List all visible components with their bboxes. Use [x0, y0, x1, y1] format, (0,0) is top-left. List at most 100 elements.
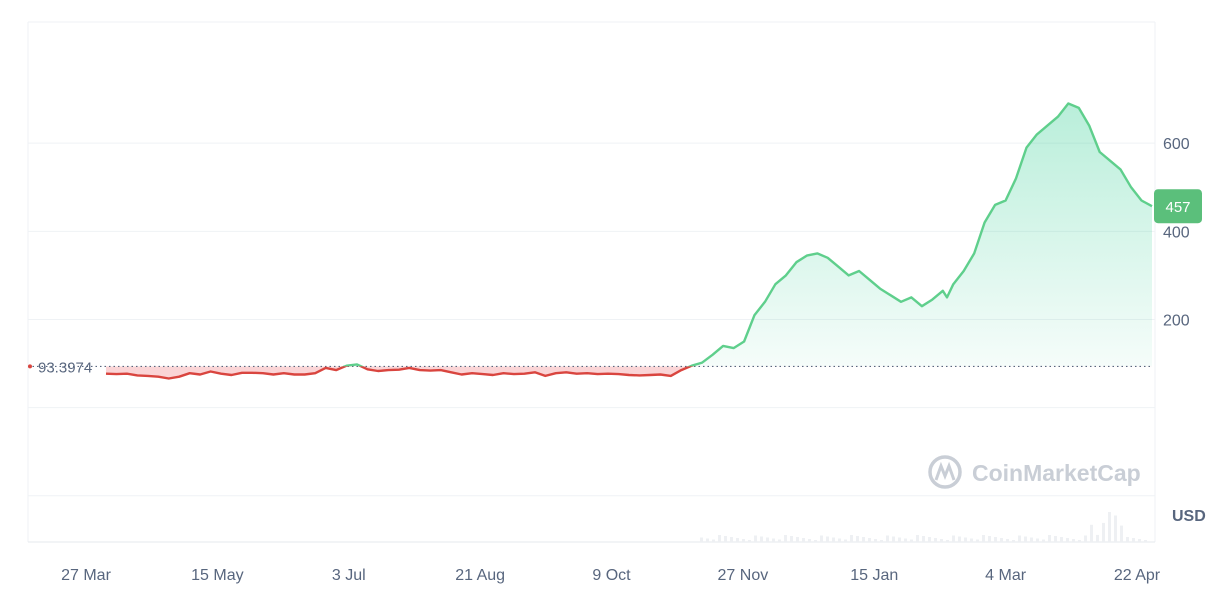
volume-bar	[754, 535, 757, 542]
volume-bar	[958, 536, 961, 542]
volume-bar	[760, 536, 763, 542]
volume-bar	[874, 539, 877, 542]
volume-bar	[1042, 539, 1045, 542]
currency-label: USD	[1172, 508, 1206, 525]
current-price-tag-bg	[1154, 189, 1202, 224]
x-tick-label: 27 Mar	[61, 567, 111, 584]
y-tick-label: 200	[1163, 312, 1190, 329]
volume-bar	[1072, 539, 1075, 542]
volume-bar	[916, 535, 919, 542]
volume-bar	[1114, 515, 1117, 542]
plot-frame	[27, 21, 1156, 543]
volume-bar	[790, 536, 793, 542]
volume-bar	[778, 539, 781, 542]
volume-bar	[766, 537, 769, 542]
volume-bar	[742, 539, 745, 542]
volume-bar	[1024, 536, 1027, 542]
coinmarketcap-logo-mark	[934, 461, 956, 481]
y-tick-label: 400	[1163, 224, 1190, 241]
volume-bar	[748, 540, 751, 542]
x-tick-label: 15 May	[191, 567, 243, 584]
volume-bar	[796, 537, 799, 542]
price-line-up	[341, 102, 1153, 367]
coinmarketcap-logo-icon	[928, 455, 962, 489]
x-tick-label: 21 Aug	[455, 567, 505, 584]
volume-bar	[700, 537, 703, 542]
volume-bar	[1090, 524, 1093, 542]
volume-bar	[784, 535, 787, 542]
volume-bar	[1030, 537, 1033, 542]
volume-bar	[736, 538, 739, 542]
volume-bar	[802, 538, 805, 542]
grid-lines	[28, 142, 1155, 497]
volume-bar	[898, 537, 901, 542]
volume-bars	[700, 512, 1147, 542]
volume-bar	[964, 537, 967, 542]
volume-bar	[1132, 538, 1135, 542]
x-tick-label: 9 Oct	[592, 567, 631, 584]
x-tick-label: 27 Nov	[718, 567, 769, 584]
volume-bar	[1078, 540, 1081, 542]
baseline-label: 93.3974	[38, 359, 92, 376]
volume-bar	[1144, 540, 1147, 542]
volume-bar	[1108, 512, 1111, 542]
volume-bar	[1126, 537, 1129, 542]
volume-bar	[928, 537, 931, 542]
volume-bar	[970, 538, 973, 542]
volume-bar	[940, 539, 943, 542]
volume-bar	[814, 540, 817, 542]
volume-bar	[946, 540, 949, 542]
volume-bar	[730, 537, 733, 542]
volume-bar	[856, 536, 859, 542]
area-fill-above	[106, 103, 1152, 367]
volume-bar	[862, 537, 865, 542]
current-price-tag: 457	[1154, 189, 1202, 224]
volume-bar	[1018, 535, 1021, 542]
volume-bar	[838, 538, 841, 542]
volume-bar	[988, 536, 991, 542]
volume-bar	[922, 536, 925, 542]
volume-bar	[832, 537, 835, 542]
volume-bar	[820, 535, 823, 542]
volume-bar	[976, 539, 979, 542]
x-tick-label: 22 Apr	[1114, 567, 1161, 584]
x-tick-label: 4 Mar	[985, 567, 1027, 584]
x-tick-label: 15 Jan	[850, 567, 898, 584]
volume-bar	[1036, 538, 1039, 542]
y-tick-label: 600	[1163, 136, 1190, 153]
volume-bar	[1138, 539, 1141, 542]
x-axis-labels: 27 Mar 15 May 3 Jul 21 Aug 9 Oct 27 Nov 15 Jan…	[61, 567, 1161, 584]
volume-bar	[886, 535, 889, 542]
volume-bar	[880, 540, 883, 542]
volume-bar	[712, 539, 715, 542]
area-fill-below	[106, 366, 691, 379]
volume-bar	[904, 538, 907, 542]
volume-bar	[952, 535, 955, 542]
watermark-text: CoinMarketCap	[972, 460, 1141, 486]
volume-bar	[910, 539, 913, 542]
volume-bar	[868, 538, 871, 542]
volume-bar	[892, 536, 895, 542]
volume-bar	[1000, 538, 1003, 542]
volume-bar	[826, 536, 829, 542]
volume-bar	[982, 535, 985, 542]
volume-bar	[1012, 540, 1015, 542]
volume-bar	[718, 535, 721, 542]
volume-bar	[850, 535, 853, 542]
volume-bar	[844, 539, 847, 542]
volume-bar	[1066, 538, 1069, 542]
volume-bar	[772, 538, 775, 542]
volume-bar	[706, 538, 709, 542]
volume-bar	[994, 537, 997, 542]
volume-bar	[1048, 535, 1051, 542]
volume-bar	[1120, 525, 1123, 542]
volume-bar	[934, 538, 937, 542]
price-line-down	[105, 366, 694, 380]
volume-bar	[1006, 539, 1009, 542]
volume-bar	[1084, 535, 1087, 542]
volume-bar	[724, 536, 727, 542]
y-axis-labels: 200 400 600	[1163, 136, 1190, 329]
volume-bar	[808, 539, 811, 542]
watermark: CoinMarketCap	[928, 455, 1141, 489]
